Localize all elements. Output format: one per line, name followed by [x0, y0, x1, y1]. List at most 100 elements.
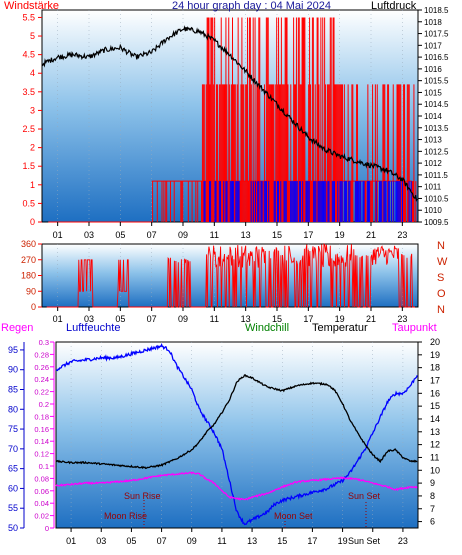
luftdruck-y-tick-label: 1011 — [424, 183, 442, 192]
temperature-y-tick-label: 11 — [430, 452, 439, 462]
mid-x-tick-label: 01 — [53, 314, 63, 324]
temperature-y-tick-label: 12 — [430, 440, 440, 450]
windchill-label: Windchill — [245, 322, 289, 334]
luftdruck-y-tick-label: 1018.5 — [424, 6, 449, 15]
taupunkt-label: Taupunkt — [392, 322, 437, 334]
humidity-y-tick-label: 75 — [8, 424, 18, 434]
bottom-x-tick-label: 03 — [96, 536, 106, 546]
wind-pressure-panel: 01 03 05 07 09 11 13 15 17 19 21 23 0 0.5 1 1.5 2 2.5 3 3.5… — [4, 0, 449, 240]
direction-label-n-top: N — [437, 240, 445, 252]
wind-direction-gridlines — [57, 244, 403, 307]
luftdruck-y-tick-label: 1018 — [424, 18, 442, 27]
luftdruck-y-tick-label: 1014 — [424, 112, 442, 121]
bottom-x-tick-label: 15 — [277, 536, 287, 546]
moon-set-annotation: Moon Set — [274, 511, 313, 521]
top-x-tick-label: 09 — [178, 230, 188, 240]
luftfeuchte-label: Luftfeuchte — [66, 322, 120, 334]
wind-series — [48, 17, 417, 223]
luftfeuchte-line — [55, 343, 418, 526]
mid-x-tick-label: 13 — [241, 314, 251, 324]
mid-x-tick-label: 19 — [335, 314, 345, 324]
windstaerke-y-tick-label: 5.5 — [22, 12, 35, 22]
temperature-y-tick-label: 20 — [430, 337, 440, 347]
windstaerke-y-tick-label: 5 — [30, 31, 35, 41]
top-x-tick-label: 21 — [366, 230, 376, 240]
temperature-y-tick-label: 8 — [430, 491, 435, 501]
bottom-x-tick-label: 05 — [126, 536, 136, 546]
bottom-x-tick-label: 13 — [247, 536, 257, 546]
wind-direction-line — [46, 242, 415, 308]
luftdruck-y-tick-label: 1017 — [424, 41, 442, 50]
bottom-x-tick-label: 17 — [307, 536, 317, 546]
mid-x-tick-label: 03 — [84, 314, 94, 324]
direction-label-o: O — [437, 288, 446, 300]
mid-x-tick-label: 15 — [272, 314, 282, 324]
luftdruck-y-tick-label: 1014.5 — [424, 100, 449, 109]
rain-y-tick-label: 0.12 — [34, 450, 49, 459]
rain-y-tick-label: 0.1 — [39, 462, 49, 471]
chart-title: 24 hour graph day : 04 Mai 2024 — [172, 0, 331, 12]
humidity-temperature-plot-area — [55, 341, 419, 529]
humidity-temperature-ticks: 01 03 05 07 09 11 13 15 17 19 23505560657075808590… — [8, 337, 440, 546]
sun-rise-annotation: Sun Rise — [124, 491, 161, 501]
mid-x-tick-label: 17 — [303, 314, 313, 324]
top-x-tick-label: 07 — [147, 230, 157, 240]
temperature-y-tick-label: 17 — [430, 375, 440, 385]
humidity-temperature-gridlines — [70, 342, 404, 528]
sun-set-annotation: Sun Set — [348, 491, 381, 501]
direction-label-s: S — [437, 272, 444, 284]
top-x-tick-label: 17 — [303, 230, 313, 240]
top-x-tick-label: 23 — [397, 230, 407, 240]
luftdruck-y-tick-label: 1010.5 — [424, 194, 449, 203]
temperature-y-tick-label: 14 — [430, 414, 440, 424]
mid-x-tick-label: 09 — [178, 314, 188, 324]
top-x-tick-label: 13 — [241, 230, 251, 240]
windstaerke-label: Windstärke — [4, 0, 59, 12]
wind-direction-ticks: 01 03 05 07 09 11 13 15 17 19 21 23 0 90 180 270 360 — [21, 239, 407, 324]
mid-x-tick-label: 05 — [115, 314, 125, 324]
humidity-y-tick-label: 85 — [8, 384, 18, 394]
luftdruck-label: Luftdruck — [371, 0, 417, 12]
windstaerke-y-tick-label: 3 — [30, 105, 35, 115]
direction-label-w: W — [437, 256, 448, 268]
direction-y-tick-label: 90 — [26, 286, 36, 296]
rain-y-tick-label: 0.26 — [34, 363, 49, 372]
bottom-x-tick-label: 01 — [66, 536, 76, 546]
direction-y-tick-label: 0 — [31, 302, 36, 312]
temperatur-line — [55, 374, 418, 470]
temperature-y-tick-label: 6 — [430, 517, 435, 527]
temperature-y-tick-label: 7 — [430, 504, 435, 514]
luftdruck-y-tick-label: 1013 — [424, 136, 442, 145]
rain-y-tick-label: 0.28 — [34, 350, 49, 359]
temperature-y-tick-label: 15 — [430, 401, 440, 411]
bottom-x-tick-label: 23 — [398, 536, 408, 546]
mid-x-tick-label: 11 — [210, 314, 219, 324]
direction-label-n-bottom: N — [437, 304, 445, 316]
luftdruck-y-tick-label: 1011.5 — [424, 171, 448, 180]
humidity-y-tick-label: 55 — [8, 503, 18, 513]
top-x-tick-label: 01 — [53, 230, 63, 240]
wind-direction-series — [46, 242, 415, 308]
rain-y-tick-label: 0.18 — [34, 412, 49, 421]
windstaerke-y-tick-label: 4.5 — [22, 50, 35, 60]
rain-y-tick-label: 0.24 — [34, 375, 49, 384]
humidity-y-tick-label: 70 — [8, 444, 18, 454]
temperature-y-tick-label: 19 — [430, 350, 440, 360]
bottom-x-tick-label: 19 — [338, 536, 348, 546]
windstaerke-y-tick-label: 3.5 — [22, 87, 35, 97]
bottom-x-tick-label: 09 — [187, 536, 197, 546]
luftdruck-y-tick-label: 1009.5 — [424, 218, 449, 227]
mid-x-tick-label: 23 — [397, 314, 407, 324]
rain-y-tick-label: 0.14 — [34, 437, 49, 446]
temperature-y-tick-label: 16 — [430, 388, 440, 398]
bottom-x-tick-label: 07 — [157, 536, 167, 546]
pressure-series — [41, 25, 418, 202]
sun-set-axis-label: Sun Set — [348, 536, 381, 546]
humidity-y-tick-label: 95 — [8, 345, 18, 355]
mid-x-tick-label: 21 — [366, 314, 376, 324]
temperature-y-tick-label: 10 — [430, 465, 440, 475]
temperature-y-tick-label: 9 — [430, 478, 435, 488]
temperatur-label: Temperatur — [312, 322, 368, 334]
top-x-tick-label: 11 — [210, 230, 219, 240]
rain-y-tick-label: 0 — [45, 524, 49, 533]
